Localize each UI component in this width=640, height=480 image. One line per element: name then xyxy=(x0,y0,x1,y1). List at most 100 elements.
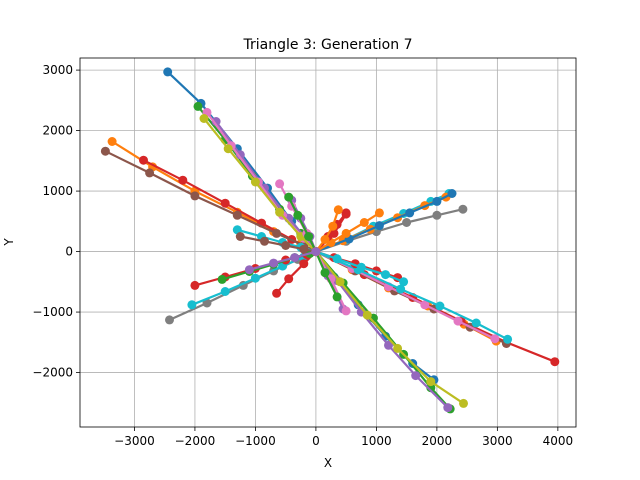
data-point xyxy=(341,306,351,316)
data-point xyxy=(443,403,453,413)
data-point xyxy=(235,150,245,160)
data-point xyxy=(304,232,314,241)
data-point xyxy=(396,284,406,294)
x-tick-label: −3000 xyxy=(114,434,155,448)
data-point xyxy=(362,310,372,320)
series-line xyxy=(248,250,317,271)
data-point xyxy=(284,192,294,202)
y-tick-label: 0 xyxy=(65,245,73,259)
grid xyxy=(80,58,576,427)
series-line xyxy=(314,250,509,341)
series-line xyxy=(314,208,340,253)
y-tick-label: −1000 xyxy=(32,305,73,319)
data-point xyxy=(341,208,351,218)
data-point xyxy=(199,114,209,123)
data-point xyxy=(356,262,366,272)
data-point xyxy=(426,377,436,387)
data-point xyxy=(359,218,369,227)
x-axis-label: X xyxy=(324,456,332,470)
data-point xyxy=(190,280,200,290)
series-37 xyxy=(244,247,321,275)
series-9 xyxy=(199,114,321,257)
data-point xyxy=(402,218,412,227)
data-point xyxy=(187,300,197,310)
data-point xyxy=(341,228,351,238)
data-point xyxy=(178,175,188,185)
y-tick-label: −2000 xyxy=(32,366,73,380)
data-point xyxy=(374,208,384,218)
data-point xyxy=(217,274,227,284)
y-tick-label: 2000 xyxy=(42,124,73,138)
data-point xyxy=(260,236,269,246)
data-point xyxy=(235,232,245,241)
data-point xyxy=(447,189,457,198)
series-group xyxy=(100,67,560,414)
axis-ticks: −3000 −2000 −1000 0 1000 2000 3000 4000 −2000 −10… xyxy=(32,63,573,448)
data-point xyxy=(435,301,445,311)
plot-frame xyxy=(79,57,577,428)
chart-title: Triangle 3: Generation 7 xyxy=(243,37,413,53)
data-point xyxy=(100,146,110,156)
data-point xyxy=(432,210,442,220)
data-point xyxy=(381,270,390,280)
data-point xyxy=(393,343,403,353)
data-point xyxy=(232,210,242,220)
data-point xyxy=(311,247,321,257)
data-point xyxy=(250,177,260,187)
data-point xyxy=(333,205,343,215)
data-point xyxy=(281,241,291,250)
data-point xyxy=(411,371,421,381)
data-point xyxy=(269,258,279,268)
y-tick-label: 1000 xyxy=(42,184,73,198)
x-tick-label: −1000 xyxy=(235,434,276,448)
data-point xyxy=(275,179,285,189)
data-point xyxy=(244,265,254,275)
y-axis-label: Y xyxy=(2,238,16,247)
x-tick-label: −2000 xyxy=(175,434,216,448)
data-point xyxy=(332,292,342,302)
data-point xyxy=(332,254,342,264)
data-point xyxy=(272,288,282,298)
data-point xyxy=(272,228,282,238)
x-tick-label: 2000 xyxy=(422,434,453,448)
data-point xyxy=(232,225,242,235)
data-point xyxy=(490,334,500,344)
data-point xyxy=(139,155,148,165)
plot-series xyxy=(100,67,560,414)
data-point xyxy=(220,198,230,208)
data-point xyxy=(320,268,330,278)
data-point xyxy=(405,208,415,218)
data-point xyxy=(399,277,409,287)
data-point xyxy=(211,117,221,126)
data-point xyxy=(420,300,430,310)
data-point xyxy=(458,204,468,214)
data-point xyxy=(335,277,345,287)
x-tick-label: 0 xyxy=(312,434,320,448)
data-point xyxy=(190,191,200,201)
data-point xyxy=(275,207,285,217)
data-point xyxy=(284,274,294,284)
x-tick-label: 1000 xyxy=(361,434,392,448)
x-tick-label: 3000 xyxy=(482,434,513,448)
data-point xyxy=(328,221,338,231)
data-point xyxy=(193,101,203,111)
data-point xyxy=(299,244,309,254)
data-point xyxy=(320,235,330,244)
data-point xyxy=(220,287,230,296)
data-point xyxy=(299,259,309,269)
data-point xyxy=(223,144,233,154)
series-line xyxy=(314,250,465,405)
data-point xyxy=(145,168,155,178)
data-point xyxy=(107,137,117,146)
data-point xyxy=(453,316,463,326)
data-point xyxy=(384,340,393,350)
data-point xyxy=(550,357,560,367)
data-point xyxy=(165,315,174,325)
data-point xyxy=(290,253,300,263)
data-point xyxy=(503,334,513,344)
data-point xyxy=(293,210,303,220)
data-point xyxy=(250,273,260,283)
x-tick-label: 4000 xyxy=(543,434,574,448)
